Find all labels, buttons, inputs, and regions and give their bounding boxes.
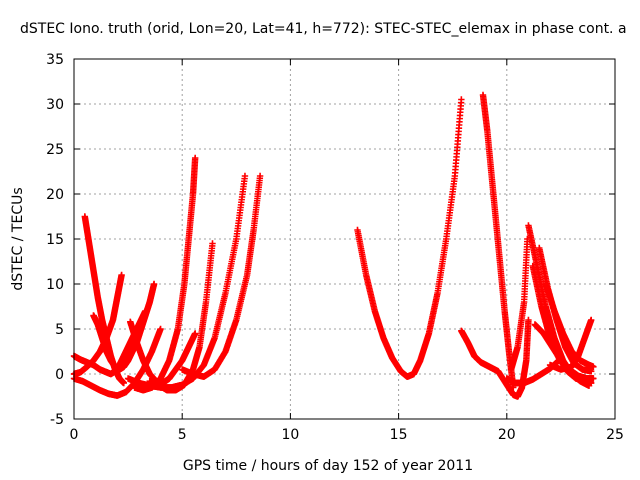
data-point-marker [525,316,532,324]
data-series-group [507,235,531,373]
y-tick-label: 35 [46,52,64,68]
data-series [70,91,597,400]
data-point-marker [555,357,562,364]
x-axis-title: GPS time / hours of day 152 of year 2011 [183,458,473,474]
data-point-marker [256,172,264,180]
y-tick-label: 0 [55,367,64,383]
data-point-marker [157,325,164,333]
grid-lines [74,59,615,419]
data-point-marker [590,363,597,370]
data-series-group [479,91,517,391]
data-point-marker [209,240,216,247]
data-point-marker [590,375,597,382]
y-tick-label: 15 [46,232,64,248]
data-series-group [458,316,532,400]
y-axis-title: dSTEC / TECUs [10,187,26,290]
x-tick-label: 5 [178,427,187,443]
plot-frame [73,58,616,420]
data-point-marker [241,172,249,180]
data-point-marker [587,316,595,324]
y-tick-label: 25 [46,142,64,158]
x-tick-label: 0 [70,427,79,443]
data-point-marker [191,330,199,337]
y-tick-label: 30 [46,97,64,113]
y-tick-label: 5 [55,322,64,338]
x-tick-label: 20 [498,427,516,443]
tick-labels: 0 5 10 15 20 25 -5 0 5 10 15 20 25 30 35 [46,52,624,443]
data-series-group [531,321,597,382]
chart-title: dSTEC Iono. truth (orid, Lon=20, Lat=41,… [20,21,627,37]
y-tick-label: 10 [46,277,64,293]
x-tick-label: 10 [281,427,299,443]
data-series-group [503,357,562,387]
y-tick-label: -5 [50,412,64,428]
x-tick-label: 15 [390,427,408,443]
data-series-group [70,271,125,378]
data-point-marker [458,96,465,103]
data-point-marker [120,379,127,387]
data-point-marker [118,271,125,279]
data-series-group [179,172,264,380]
x-tick-label: 25 [606,427,624,443]
data-series-group [354,96,465,380]
data-point-marker [191,154,199,162]
data-series-group [542,280,597,370]
data-series-group [90,280,158,373]
y-tick-label: 20 [46,187,64,203]
data-series-group [146,240,216,394]
data-point-marker [150,280,158,288]
